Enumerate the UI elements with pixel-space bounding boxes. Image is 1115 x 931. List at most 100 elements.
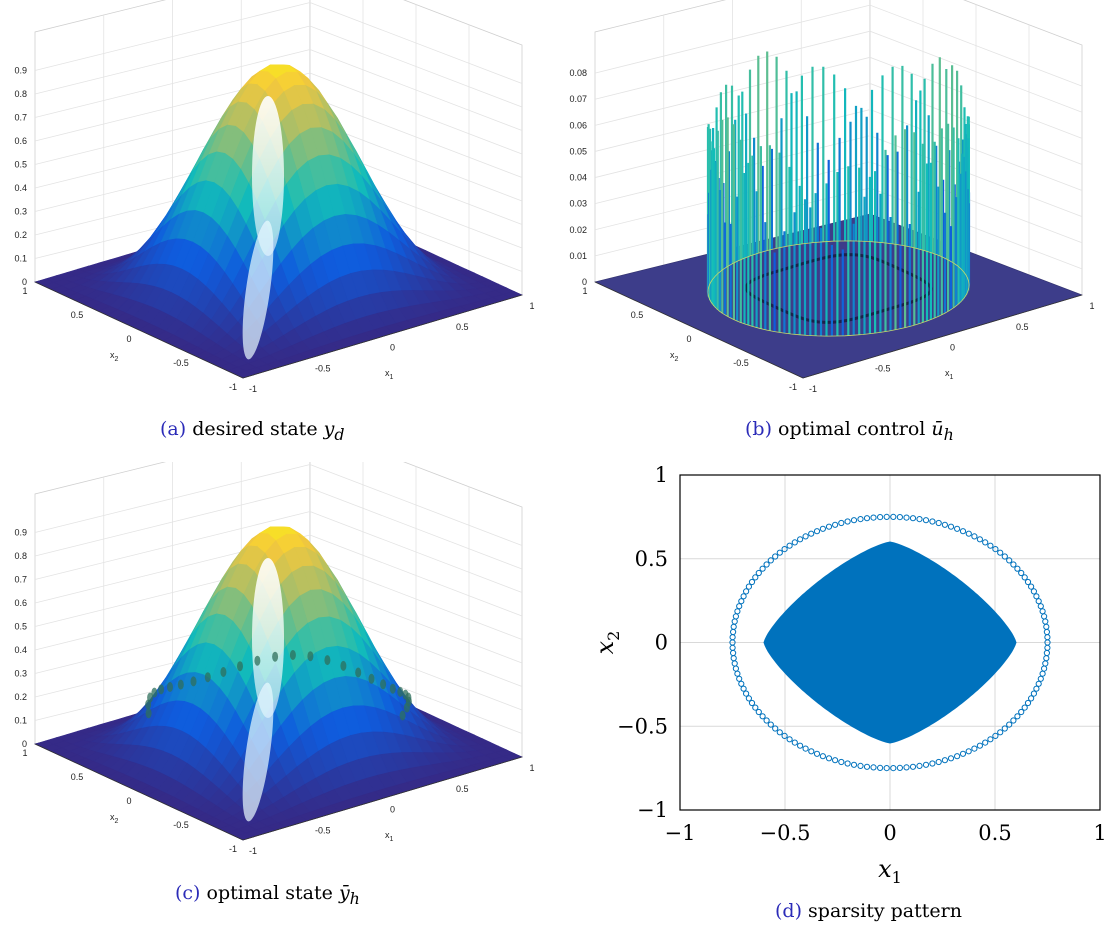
ripple-bump xyxy=(324,655,331,666)
ripple-bump xyxy=(389,683,396,694)
panel-d: −1 −0.5 0 0.5 1 −1 −0.5 0 0.5 1 x1 x2 xyxy=(585,455,1115,895)
z-tick-label: 0.2 xyxy=(14,692,27,702)
sparsity-marker xyxy=(759,713,766,720)
caption-d-label: (d) xyxy=(775,900,802,922)
sparsity-marker xyxy=(922,517,930,524)
x2-axis-line xyxy=(34,281,244,379)
surface-plot-optimal-control: 0 0.01 0.02 0.03 0.04 0.05 0.06 0.07 0.08 -1 -0.5 0… xyxy=(569,0,1095,394)
sparsity-marker xyxy=(1030,690,1037,697)
z-gridline xyxy=(34,487,523,570)
sparsity-marker xyxy=(1024,578,1032,586)
sparsity-marker xyxy=(791,539,798,546)
sparsity-marker xyxy=(740,685,747,692)
sparsity-marker xyxy=(776,729,783,736)
sparsity-marker xyxy=(916,516,923,523)
sparsity-marker xyxy=(850,761,858,768)
x2-tick-label: 1 xyxy=(582,286,587,296)
sparsity-marker xyxy=(844,518,851,525)
sparsity-marker xyxy=(730,649,737,657)
sparsity-marker xyxy=(743,588,750,595)
z-tick-label: 0.03 xyxy=(569,199,587,209)
z-gridline xyxy=(594,135,1083,218)
y-tick-label: −1 xyxy=(637,798,668,822)
z-tick-label: 0.6 xyxy=(14,598,27,608)
x2-tick-label: -0.5 xyxy=(173,820,189,830)
sparsity-marker xyxy=(1030,588,1037,595)
sparsity-marker xyxy=(971,533,978,540)
sparsity-marker xyxy=(896,764,903,771)
sparsity-marker xyxy=(763,717,770,724)
sparsity-marker xyxy=(922,761,930,768)
sparsity-marker xyxy=(772,725,779,732)
z-tick-label: 0 xyxy=(22,739,27,749)
sparsity-marker xyxy=(992,732,999,739)
x1-axis-label: x1 xyxy=(385,368,394,381)
z-tick-label: 0.4 xyxy=(14,183,27,193)
sparsity-marker xyxy=(797,742,804,749)
caption-b-math-base: ū xyxy=(931,418,944,440)
sparsity-marker xyxy=(748,699,756,707)
sparsity-marker xyxy=(1006,721,1013,728)
sparsity-marker xyxy=(883,765,890,772)
z-tick-label: 0.04 xyxy=(569,173,587,183)
caption-b-text: optimal control xyxy=(778,418,926,440)
z-gridline xyxy=(34,2,523,84)
surface-plot-optimal-state: 0 0.1 0.2 0.3 0.4 0.5 0.6 0.7 0.8 0.9 -1 -0.5 0 0.5 1 -… xyxy=(14,462,535,856)
caption-a-math-sub: d xyxy=(334,424,345,444)
x2-axis-label: x2 xyxy=(110,812,119,825)
ripple-bump xyxy=(368,673,375,684)
ripple-bump xyxy=(340,660,347,671)
sparsity-marker xyxy=(732,665,739,672)
sparsity-marker xyxy=(748,578,756,586)
sparsity-marker xyxy=(786,542,793,549)
sparsity-marker xyxy=(731,618,738,625)
x1-tick-label: 0.5 xyxy=(456,784,469,794)
surface-highlight xyxy=(242,682,274,822)
ripple-bump xyxy=(289,650,296,660)
sparsity-marker xyxy=(1042,618,1049,625)
x2-axis-label-sub: 2 xyxy=(675,356,679,363)
x2-tick-label: 0.5 xyxy=(71,772,84,782)
caption-c-label: (c) xyxy=(175,882,201,904)
sparsity-marker xyxy=(863,515,871,522)
sparsity-marker xyxy=(752,574,759,581)
x-tick-label: −0.5 xyxy=(760,821,811,845)
sparsity-marker xyxy=(730,655,737,662)
sparsity-marker xyxy=(745,695,752,702)
caption-a: (a) desired state yd xyxy=(160,418,344,444)
x1-tick-label: -1 xyxy=(249,384,257,394)
sparsity-marker xyxy=(791,739,798,746)
y-axis-label: x2 xyxy=(591,631,623,655)
caption-b-math-sub: h xyxy=(943,424,954,444)
caption-a-label: (a) xyxy=(160,418,187,440)
sparsity-marker xyxy=(947,523,955,530)
x2-axis-line xyxy=(594,281,804,379)
sparsity-marker xyxy=(731,660,738,667)
surface-highlight xyxy=(242,220,274,360)
x2-tick-label: 0 xyxy=(686,334,691,344)
sparsity-marker xyxy=(759,565,766,572)
x2-axis-label: x2 xyxy=(670,350,679,363)
z-tick-label: 0.8 xyxy=(14,89,27,99)
sparsity-marker xyxy=(1014,713,1021,720)
z-gridline xyxy=(594,4,1083,87)
sparsity-marker xyxy=(1041,613,1048,620)
sparsity-marker xyxy=(896,514,903,521)
sparsity-marker xyxy=(1043,655,1050,662)
x2-tick-label: 0.5 xyxy=(71,310,84,320)
sparsity-marker xyxy=(738,598,745,605)
panel-a: 0 0.1 0.2 0.3 0.4 0.5 0.6 0.7 0.8 0.9 -1 -0.5 0 0.5 1 -… xyxy=(0,0,560,400)
sparsity-marker xyxy=(1010,561,1017,568)
ripple-bump xyxy=(272,651,279,662)
sparsity-marker xyxy=(857,516,864,523)
z-tick-label: 0.3 xyxy=(14,669,27,679)
caption-a-text: desired state xyxy=(192,418,318,440)
sparsity-marker xyxy=(890,765,897,772)
sparsity-marker xyxy=(1014,565,1021,572)
sparsity-marker xyxy=(903,514,910,521)
x-tick-label: −1 xyxy=(665,821,696,845)
x1-axis-label-sub: 1 xyxy=(390,374,394,381)
sparsity-marker xyxy=(755,708,762,716)
sparsity-marker xyxy=(802,745,809,752)
